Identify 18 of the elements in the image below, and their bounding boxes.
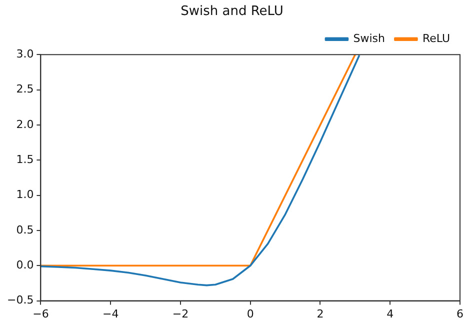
x-tick-label: 0	[246, 307, 254, 320]
x-tick-label: −6	[32, 307, 49, 320]
y-tick-label: 0.5	[16, 223, 34, 236]
y-tick-label: 0.0	[16, 258, 34, 272]
y-tick-label: 2.0	[16, 118, 34, 131]
x-tick-label: 6	[456, 307, 464, 320]
y-tick-label: 1.0	[16, 188, 34, 202]
x-tick-label: −2	[172, 307, 189, 320]
y-tick-label: 3.0	[16, 47, 34, 60]
y-tick-label: −0.5	[6, 294, 34, 307]
y-tick-label: 1.5	[16, 152, 34, 166]
y-tick-label: 2.5	[16, 82, 34, 96]
x-tick-label: −4	[102, 307, 119, 320]
legend-label: ReLU	[422, 32, 450, 45]
x-tick-label: 4	[386, 307, 394, 320]
chart-title: Swish and ReLU	[180, 4, 284, 20]
legend-label: Swish	[353, 32, 385, 45]
x-tick-label: 2	[316, 307, 324, 320]
